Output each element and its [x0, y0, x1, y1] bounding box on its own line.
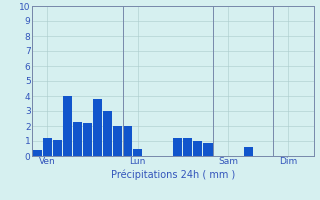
Bar [193, 141, 203, 156]
Bar [133, 148, 142, 156]
Bar [33, 150, 42, 156]
Bar [113, 126, 122, 156]
Bar [183, 138, 192, 156]
Bar [63, 96, 72, 156]
Bar [83, 123, 92, 156]
Bar [52, 140, 62, 156]
Bar [103, 111, 112, 156]
Bar [73, 121, 82, 156]
Bar [43, 138, 52, 156]
Bar [204, 142, 212, 156]
Bar [123, 126, 132, 156]
Bar [244, 147, 253, 156]
X-axis label: Précipitations 24h ( mm ): Précipitations 24h ( mm ) [111, 169, 235, 180]
Bar [173, 138, 182, 156]
Bar [93, 99, 102, 156]
